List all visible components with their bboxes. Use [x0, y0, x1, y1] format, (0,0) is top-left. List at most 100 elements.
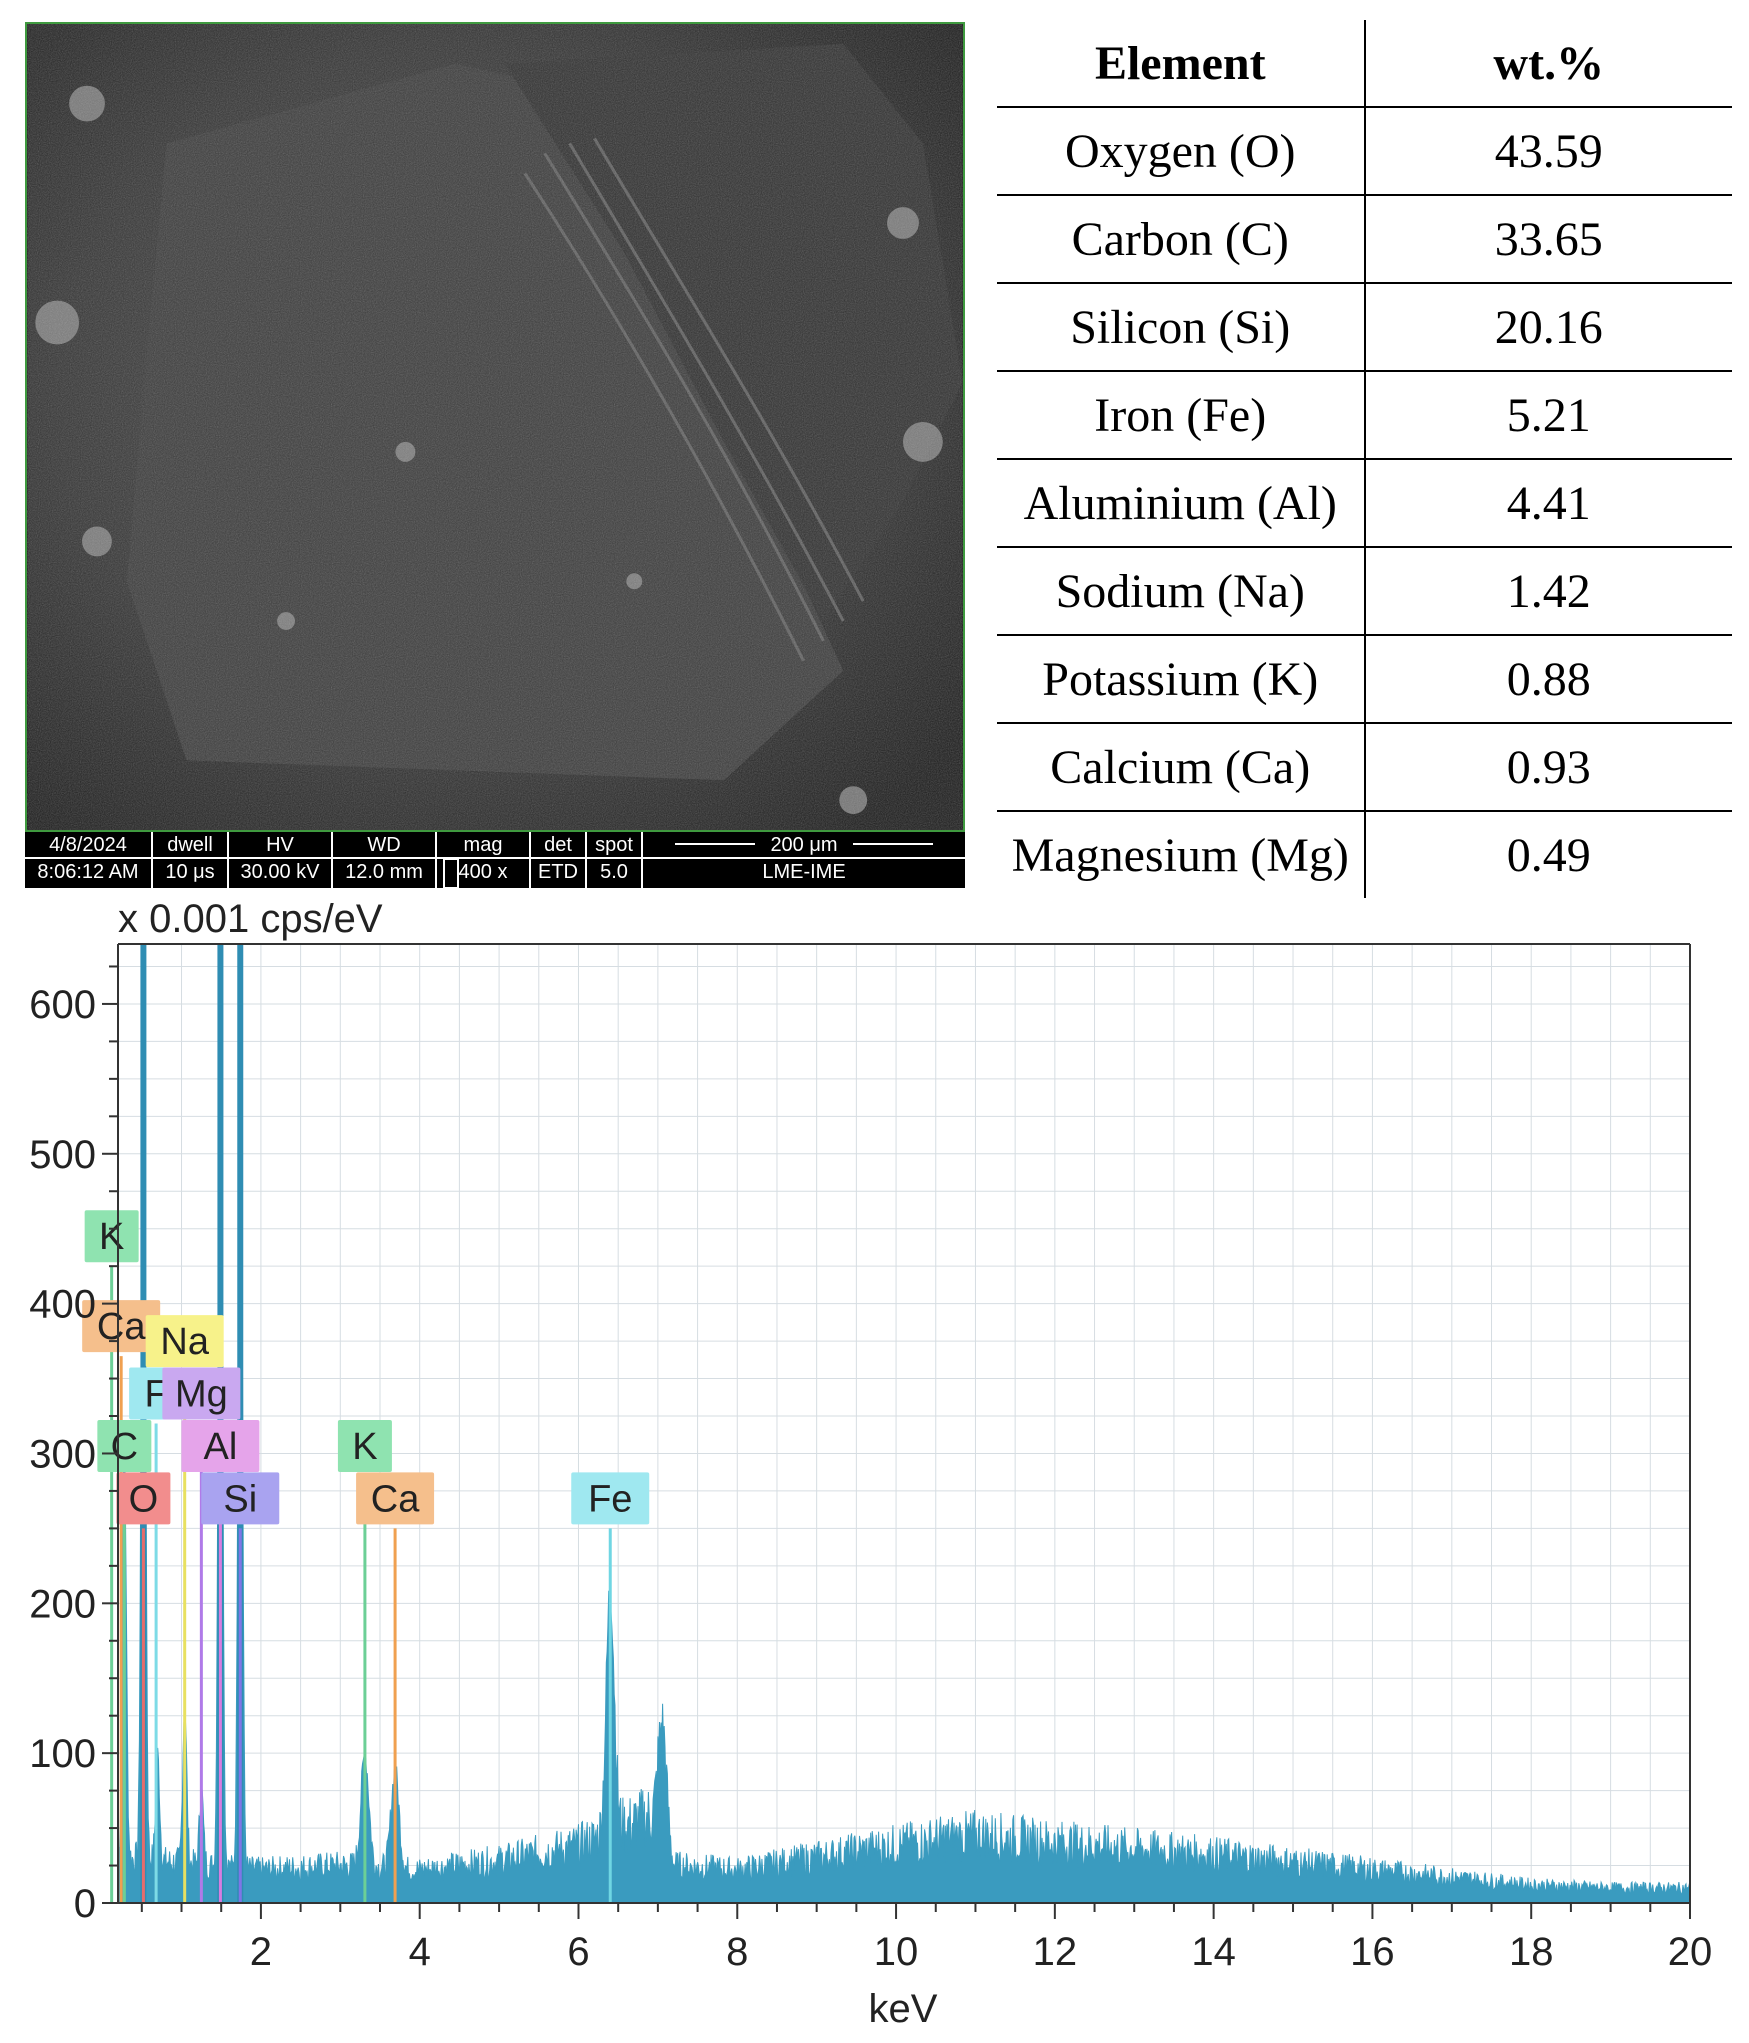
marker-label-bg	[181, 1419, 260, 1472]
scale-bar-left	[675, 843, 755, 845]
marker-label-bg	[356, 1472, 435, 1525]
x-tick-label: 20	[1668, 1930, 1713, 1974]
element-cell: Aluminium (Al)	[997, 458, 1366, 548]
header-element: Element	[997, 20, 1366, 108]
y-tick-label: 500	[29, 1133, 96, 1177]
x-tick-label: 2	[250, 1930, 272, 1974]
x-tick-label: 18	[1509, 1930, 1554, 1974]
hv-value: 30.00 kV	[240, 861, 320, 883]
marker-label-mg: Mg	[175, 1374, 228, 1416]
y-tick-label: 0	[74, 1882, 96, 1926]
y-tick-label: 200	[29, 1582, 96, 1626]
marker-label-bg	[571, 1472, 650, 1525]
scale-bar-right	[853, 843, 933, 845]
wd-label: WD	[333, 832, 435, 859]
sem-panel: 4/8/2024 8:06:12 AM dwell 10 μs HV 30.00…	[25, 22, 965, 889]
wt-cell: 20.16	[1363, 282, 1732, 372]
marker-label-bg	[201, 1472, 280, 1525]
x-tick-label: 14	[1191, 1930, 1236, 1974]
dwell-value: 10 μs	[165, 861, 215, 883]
element-cell: Potassium (K)	[997, 634, 1366, 724]
marker-label-na: Na	[160, 1321, 209, 1363]
table-row: Magnesium (Mg) 0.49	[997, 810, 1732, 898]
dwell-cell: dwell 10 μs	[153, 832, 229, 888]
mag-value: 400 x	[458, 861, 508, 883]
scale-label: 200 μm	[643, 832, 965, 859]
scale-cell: 200 μm LME-IME	[643, 832, 965, 888]
wt-cell: 0.88	[1363, 634, 1732, 724]
marker-label-bg	[162, 1367, 241, 1420]
wt-cell: 4.41	[1363, 458, 1732, 548]
marker-label-bg	[337, 1419, 392, 1472]
header-wt: wt.%	[1363, 20, 1732, 108]
x-tick-label: 10	[874, 1930, 919, 1974]
frame-icon	[443, 858, 459, 889]
sem-micrograph	[25, 22, 965, 832]
det-cell: det ETD	[531, 832, 587, 888]
hv-cell: HV 30.00 kV	[229, 832, 333, 888]
y-tick-label: 300	[29, 1432, 96, 1476]
wt-cell: 0.49	[1363, 810, 1732, 898]
y-tick-label: 100	[29, 1732, 96, 1776]
spot-label: spot	[587, 832, 641, 859]
element-cell: Magnesium (Mg)	[997, 810, 1366, 898]
marker-label-ca: Ca	[371, 1478, 420, 1520]
table-row: Oxygen (O) 43.59	[997, 106, 1732, 196]
y-tick-label: 400	[29, 1283, 96, 1327]
element-cell: Silicon (Si)	[997, 282, 1366, 372]
spectrum-area	[117, 943, 1691, 1904]
det-value: ETD	[538, 861, 578, 883]
element-cell: Calcium (Ca)	[997, 722, 1366, 812]
table-row: Iron (Fe) 5.21	[997, 370, 1732, 460]
table-row: Carbon (C) 33.65	[997, 194, 1732, 284]
lab-label: LME-IME	[762, 861, 846, 883]
element-cell: Oxygen (O)	[997, 106, 1366, 196]
table-row: Sodium (Na) 1.42	[997, 546, 1732, 636]
marker-label-k: K	[99, 1216, 124, 1258]
wt-cell: 1.42	[1363, 546, 1732, 636]
table-header-row: Element wt.%	[997, 20, 1732, 108]
element-markers: K Ca Na F Mg C Al O Si K Ca Fe	[82, 1210, 650, 1903]
table-row: Calcium (Ca) 0.93	[997, 722, 1732, 812]
sem-info-bar: 4/8/2024 8:06:12 AM dwell 10 μs HV 30.00…	[25, 832, 965, 889]
marker-label-bg	[97, 1419, 152, 1472]
marker-label-fe: Fe	[588, 1478, 632, 1520]
marker-label-o: O	[129, 1478, 159, 1520]
marker-label-k: K	[352, 1426, 377, 1468]
sem-time: 8:06:12 AM	[37, 861, 139, 883]
spot-value: 5.0	[600, 861, 628, 883]
wt-cell: 33.65	[1363, 194, 1732, 284]
composition-table: Element wt.% Oxygen (O) 43.59 Carbon (C) 3…	[997, 20, 1732, 898]
marker-label-ca: Ca	[97, 1306, 146, 1348]
element-cell: Carbon (C)	[997, 194, 1366, 284]
x-tick-label: 12	[1033, 1930, 1078, 1974]
mag-label: mag	[463, 834, 503, 856]
y-tick-label: 600	[29, 983, 96, 1027]
marker-label-f: F	[144, 1374, 167, 1416]
marker-label-si: Si	[223, 1478, 257, 1520]
table-row: Potassium (K) 0.88	[997, 634, 1732, 724]
date-cell: 4/8/2024 8:06:12 AM	[25, 832, 153, 888]
wt-cell: 0.93	[1363, 722, 1732, 812]
marker-label-c: C	[111, 1426, 138, 1468]
x-tick-label: 4	[409, 1930, 431, 1974]
marker-label-bg	[145, 1315, 224, 1368]
x-axis-label: keV	[869, 1987, 938, 2031]
marker-label-bg	[82, 1300, 161, 1353]
table-row: Silicon (Si) 20.16	[997, 282, 1732, 372]
x-tick-label: 8	[726, 1930, 748, 1974]
x-tick-label: 16	[1350, 1930, 1395, 1974]
dwell-label: dwell	[153, 832, 227, 859]
spot-cell: spot 5.0	[587, 832, 643, 888]
wt-cell: 43.59	[1363, 106, 1732, 196]
wd-cell: WD 12.0 mm	[333, 832, 437, 888]
x-tick-label: 6	[567, 1930, 589, 1974]
element-cell: Sodium (Na)	[997, 546, 1366, 636]
marker-label-bg	[116, 1472, 171, 1525]
element-cell: Iron (Fe)	[997, 370, 1366, 460]
y-axis-label: x 0.001 cps/eV	[118, 897, 383, 941]
wd-value: 12.0 mm	[345, 861, 423, 883]
sem-date: 4/8/2024	[25, 832, 151, 859]
